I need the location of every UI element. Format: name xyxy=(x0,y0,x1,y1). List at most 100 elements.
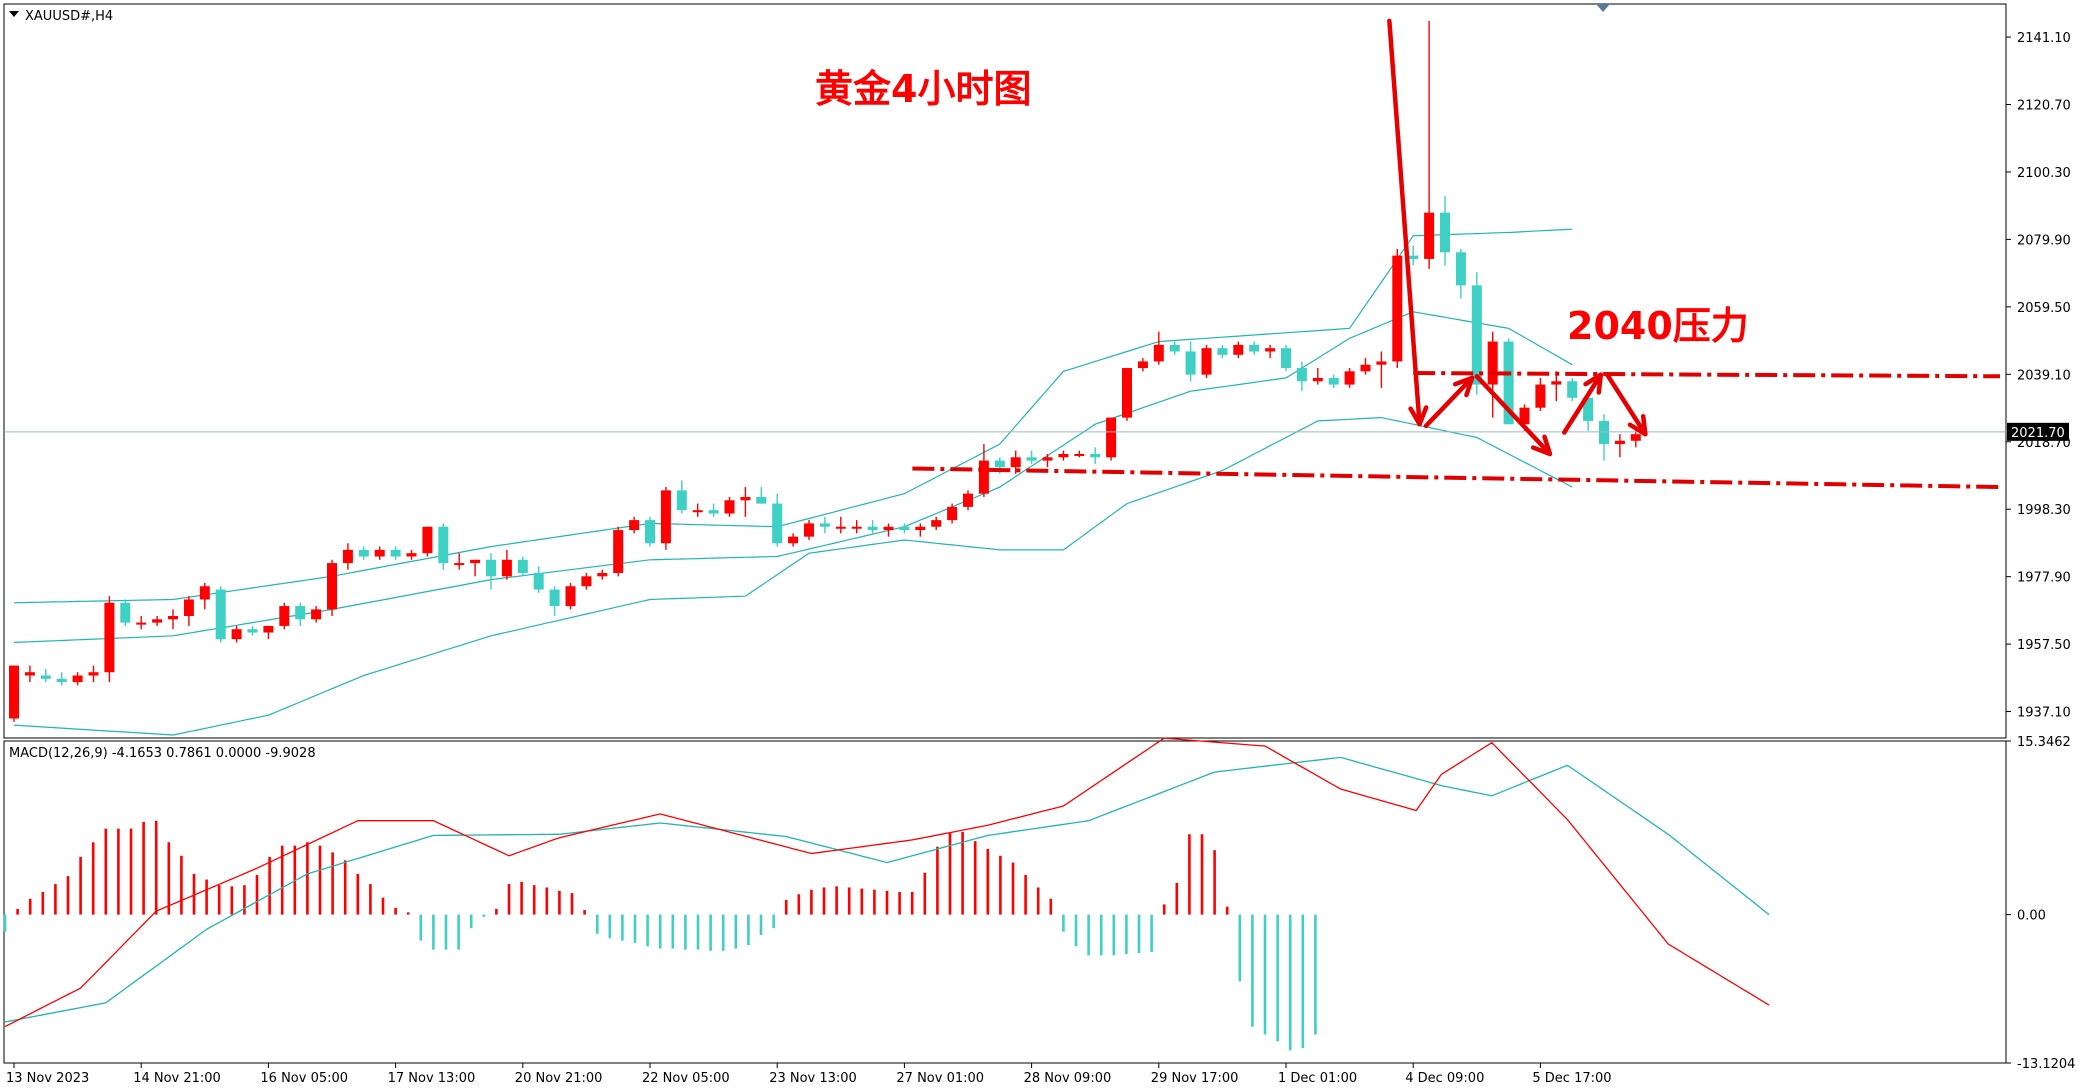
candle-body xyxy=(1296,368,1307,382)
candle-body xyxy=(549,589,560,607)
candle-body xyxy=(152,619,163,623)
candle-body xyxy=(279,606,290,626)
candle-body xyxy=(1583,397,1594,421)
candle-body xyxy=(597,573,608,577)
candle-body xyxy=(660,490,671,544)
candle-body xyxy=(708,510,719,514)
candle-body xyxy=(915,526,926,531)
bollinger-bands xyxy=(13,228,1573,736)
symbol-title: XAUUSD#,H4 xyxy=(25,9,113,24)
candle-body xyxy=(676,490,687,511)
candle-body xyxy=(1090,453,1101,458)
macd-indicator-label: MACD(12,26,9) -4.1653 0.7861 0.0000 -9.9… xyxy=(9,746,316,761)
time-tick-label: 16 Nov 05:00 xyxy=(260,1071,348,1086)
bollinger-lower-line xyxy=(13,416,1573,736)
price-tick-label: 2141.10 xyxy=(2017,31,2071,46)
candle-body xyxy=(88,672,99,676)
price-tick-label: 1957.50 xyxy=(2017,638,2071,653)
candle-body xyxy=(9,665,19,719)
bollinger-middle-line xyxy=(13,311,1573,643)
arrow-drop-head xyxy=(1408,405,1429,427)
candle-body xyxy=(1169,344,1180,352)
candle-body xyxy=(1074,453,1085,456)
price-tick-label: 2059.50 xyxy=(2017,301,2071,316)
candle-body xyxy=(358,549,369,557)
candle-body xyxy=(168,615,178,620)
candle-body xyxy=(947,506,958,521)
macd-main-line xyxy=(4,737,1770,1028)
arrow-rebound-head xyxy=(1452,375,1475,398)
candle-body xyxy=(24,672,35,676)
candle-body xyxy=(1010,457,1021,468)
candle-body xyxy=(517,559,528,574)
time-tick-label: 20 Nov 21:00 xyxy=(515,1071,603,1086)
candle-body xyxy=(390,549,401,557)
candle-body xyxy=(1408,255,1419,259)
candle-body xyxy=(1599,420,1609,445)
candle-body xyxy=(454,563,465,566)
time-tick-label: 14 Nov 21:00 xyxy=(133,1071,221,1086)
candle-body xyxy=(1503,341,1514,425)
candle-body xyxy=(247,629,258,633)
candle-body xyxy=(1026,457,1037,461)
time-tick-label: 27 Nov 01:00 xyxy=(896,1071,984,1086)
analysis-annotations xyxy=(912,18,2001,490)
macd-signal-line xyxy=(4,756,1770,1023)
candle-body xyxy=(565,586,576,607)
support-line xyxy=(912,466,2001,490)
candle-body xyxy=(835,526,846,529)
candle-body xyxy=(1217,348,1228,355)
arrow-decline xyxy=(1474,374,1553,457)
time-tick-label: 23 Nov 13:00 xyxy=(769,1071,857,1086)
candle-body xyxy=(1455,252,1466,286)
candle-body xyxy=(645,520,655,544)
candle-body xyxy=(1201,348,1212,375)
candle-body xyxy=(1614,440,1625,445)
chart-menu-triangle-icon[interactable] xyxy=(9,11,19,17)
candle-body xyxy=(120,602,131,623)
candle-body xyxy=(931,520,942,527)
candle-body xyxy=(629,520,640,531)
time-tick-label: 13 Nov 2023 xyxy=(6,1071,89,1086)
macd-panel-frame xyxy=(3,740,2007,1064)
candle-body xyxy=(501,559,512,577)
time-tick-label: 22 Nov 05:00 xyxy=(642,1071,730,1086)
candle-body xyxy=(899,526,910,531)
candle-body xyxy=(231,629,242,640)
candle-body xyxy=(1137,361,1148,369)
resistance-line xyxy=(1413,370,2001,379)
candle-body xyxy=(327,563,337,610)
chart-shift-marker[interactable] xyxy=(1596,4,1610,12)
candle-body xyxy=(819,523,830,527)
candle-body xyxy=(756,496,767,504)
candle-body xyxy=(486,559,496,577)
resistance-label: 2040压力 xyxy=(1567,304,1749,348)
macd-tick-label: 15.3462 xyxy=(2017,735,2071,750)
price-tick-label: 1977.90 xyxy=(2017,571,2071,586)
time-tick-label: 28 Nov 09:00 xyxy=(1024,1071,1112,1086)
candle-body xyxy=(772,503,783,544)
candle-body xyxy=(1106,417,1117,458)
candle-body xyxy=(994,460,1005,468)
candle-body xyxy=(533,573,544,590)
candle-body xyxy=(1376,361,1387,365)
price-tick-label: 2100.30 xyxy=(2017,166,2071,181)
candle-body xyxy=(199,586,210,600)
candle-body xyxy=(1471,285,1482,385)
candle-body xyxy=(438,526,449,564)
candlestick-series xyxy=(9,20,1641,722)
current-price-box xyxy=(2007,422,2069,441)
candle-body xyxy=(883,526,894,531)
price-tick-label: 1998.30 xyxy=(2017,503,2071,518)
macd-tick-label: 0.00 xyxy=(2017,909,2046,924)
macd-series xyxy=(3,737,1770,1051)
candle-body xyxy=(978,460,989,494)
candle-body xyxy=(1249,344,1260,352)
candle-body xyxy=(72,675,83,683)
time-tick-label: 5 Dec 17:00 xyxy=(1532,1071,1611,1086)
time-tick-label: 1 Dec 01:00 xyxy=(1278,1071,1357,1086)
arrow-projected-drop xyxy=(1604,372,1648,437)
arrow-decline-head xyxy=(1530,434,1553,457)
candle-body xyxy=(963,493,973,507)
candle-body xyxy=(1519,407,1530,425)
